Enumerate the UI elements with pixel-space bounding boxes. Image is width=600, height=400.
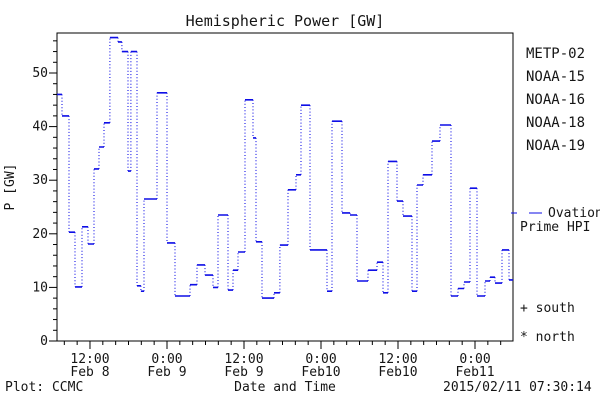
x-tick-date: Feb 8 [70,365,109,380]
y-tick-label: 20 [32,227,48,242]
y-tick-label: 30 [32,173,48,188]
legend-noaa-16: NOAA-16 [526,92,585,108]
y-tick-label: 50 [32,66,48,81]
y-tick-label: 0 [40,334,48,349]
x-tick-date: Feb 9 [224,365,263,380]
y-tick-label: 10 [32,280,48,295]
chart-title: Hemispheric Power [GW] [186,12,385,30]
hpi-step-segments [57,36,513,299]
hpi-vertical-connectors [61,37,510,299]
x-tick-date: Feb10 [378,365,417,380]
legend-metp-02: METP-02 [526,46,585,62]
x-tick-time: 0:00 [305,352,336,367]
legend-noaa-15: NOAA-15 [526,69,585,85]
plot-frame [56,32,514,342]
x-axis-title: Date and Time [234,380,336,395]
legend-noaa-19: NOAA-19 [526,138,585,154]
y-axis-title: P [GW] [3,164,18,211]
marker-south: + south [520,301,575,316]
marker-north: * north [520,330,575,345]
footer-timestamp: 2015/02/11 07:30:14 [443,380,592,395]
x-tick-time: 0:00 [151,352,182,367]
hemisphere-markers: + south * north [520,301,575,345]
x-tick-time: 12:00 [378,352,417,367]
hpi-step-series [57,36,513,299]
x-tick-time: 0:00 [459,352,490,367]
x-tick-date: Feb 9 [147,365,186,380]
x-tick-date: Feb10 [301,365,340,380]
x-tick-time: 12:00 [70,352,109,367]
y-tick-label: 40 [32,120,48,135]
ovation-legend-line1: Ovation [548,206,600,221]
x-tick-date: Feb11 [455,365,494,380]
legend-noaa-18: NOAA-18 [526,115,585,131]
footer-plot-source: Plot: CCMC [5,380,83,395]
x-tick-time: 12:00 [224,352,263,367]
satellite-legend: METP-02 NOAA-15 NOAA-16 NOAA-18 NOAA-19 [526,46,585,154]
ovation-legend: Ovation Prime HPI [511,206,600,235]
ovation-legend-line2: Prime HPI [520,220,590,235]
